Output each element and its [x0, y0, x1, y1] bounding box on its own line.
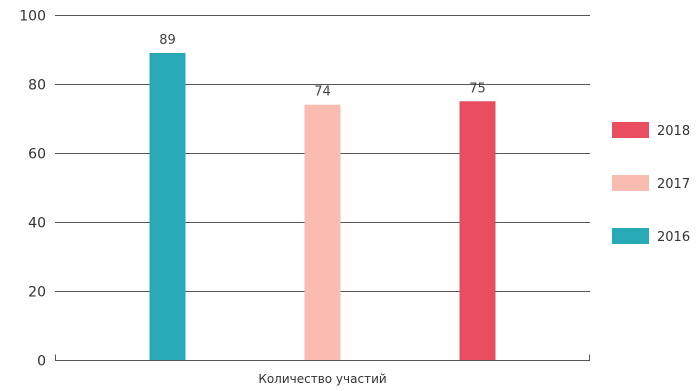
y-tick-label-20: 20: [28, 285, 46, 301]
label-layer: 0 20 40 60 80 100 89 74 75 Количество участий: [19, 9, 486, 387]
data-label-2016: 89: [159, 33, 176, 48]
y-tick-label-40: 40: [28, 216, 46, 232]
legend: 2018 2017 2016: [612, 122, 690, 245]
legend-label-2016: 2016: [657, 230, 690, 245]
bar-2017: [304, 104, 341, 360]
legend-swatch-2018: [612, 122, 649, 138]
bar-2016: [149, 52, 186, 360]
y-tick-label-60: 60: [28, 147, 46, 163]
bar-layer: [149, 52, 496, 360]
bar-2018: [459, 101, 496, 360]
legend-swatch-2017: [612, 175, 649, 191]
legend-swatch-2016: [612, 228, 649, 244]
data-label-2017: 74: [314, 85, 331, 100]
legend-label-2018: 2018: [657, 124, 690, 139]
legend-label-2017: 2017: [657, 177, 690, 192]
y-tick-label-80: 80: [28, 78, 46, 94]
y-tick-label-0: 0: [37, 354, 46, 370]
x-category-label: Количество участий: [258, 372, 386, 386]
data-label-2018: 75: [469, 81, 486, 96]
axis-layer: [55, 354, 590, 361]
y-tick-label-100: 100: [19, 9, 46, 25]
